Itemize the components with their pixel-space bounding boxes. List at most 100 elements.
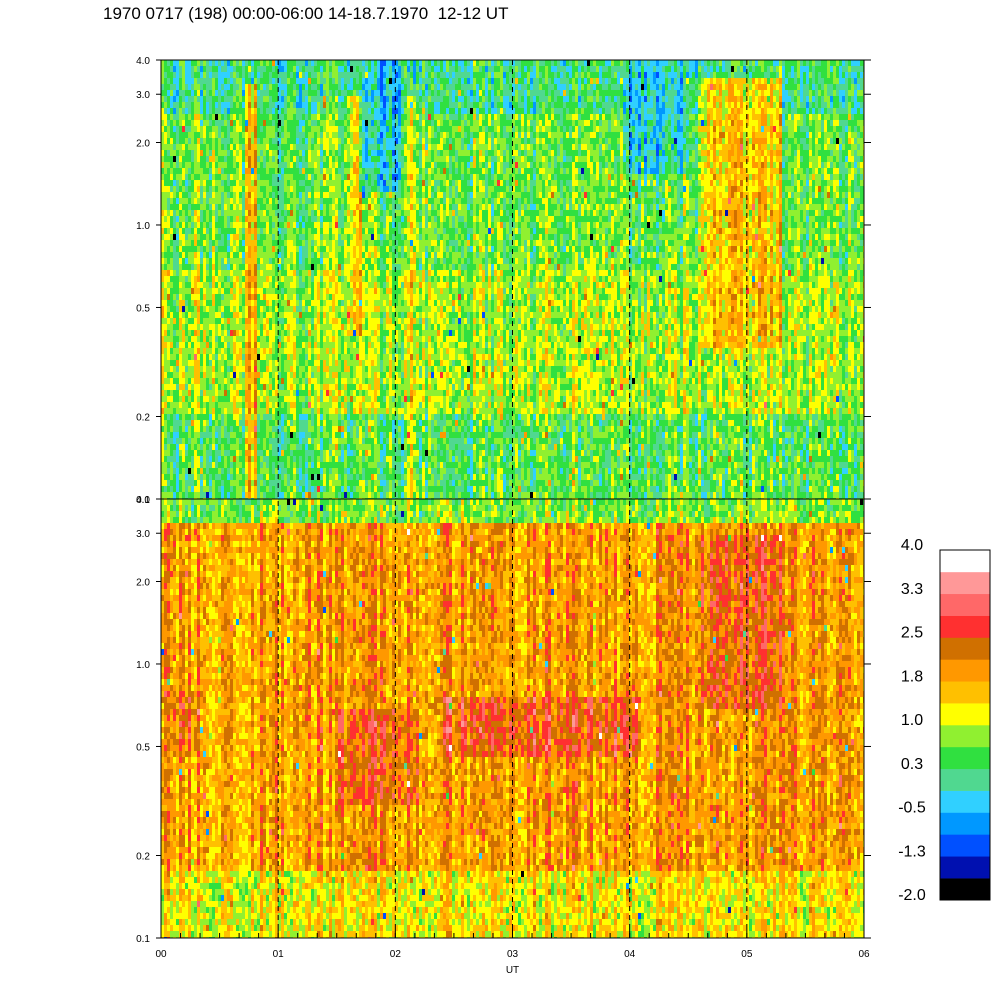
heatmap-cell (206, 114, 209, 120)
heatmap-cell (329, 300, 332, 306)
heatmap-cell (173, 492, 176, 498)
heatmap-cell (233, 300, 236, 306)
heatmap-cell (326, 312, 329, 318)
heatmap-cell (338, 312, 341, 318)
heatmap-cell (296, 180, 299, 186)
heatmap-cell (281, 96, 284, 102)
heatmap-cell (206, 246, 209, 252)
heatmap-cell (338, 486, 341, 492)
heatmap-cell (179, 318, 182, 324)
heatmap-cell (353, 174, 356, 180)
heatmap-cell (170, 396, 173, 402)
heatmap-cell (179, 348, 182, 354)
heatmap-cell (239, 402, 242, 408)
heatmap-cell (308, 96, 311, 102)
heatmap-cell (320, 78, 323, 84)
heatmap-cell (338, 96, 341, 102)
heatmap-cell (308, 396, 311, 402)
heatmap-cell (293, 390, 296, 396)
heatmap-cell (293, 264, 296, 270)
heatmap-cell (176, 228, 179, 234)
heatmap-cell (311, 306, 314, 312)
heatmap-cell (203, 264, 206, 270)
heatmap-cell (257, 456, 260, 462)
heatmap-cell (161, 252, 164, 258)
heatmap-cell (245, 402, 248, 408)
heatmap-cell (218, 312, 221, 318)
heatmap-cell (344, 294, 347, 300)
heatmap-cell (287, 276, 290, 282)
heatmap-cell (173, 168, 176, 174)
heatmap-cell (197, 372, 200, 378)
heatmap-cell (320, 312, 323, 318)
heatmap-cell (278, 282, 281, 288)
heatmap-cell (230, 126, 233, 132)
heatmap-cell (191, 432, 194, 438)
heatmap-cell (251, 348, 254, 354)
heatmap-cell (356, 138, 359, 144)
heatmap-cell (257, 246, 260, 252)
heatmap-cell (326, 468, 329, 474)
heatmap-cell (260, 174, 263, 180)
heatmap-cell (263, 186, 266, 192)
heatmap-cell (260, 456, 263, 462)
heatmap-cell (359, 198, 362, 204)
heatmap-cell (281, 396, 284, 402)
heatmap-cell (209, 468, 212, 474)
heatmap-cell (206, 240, 209, 246)
heatmap-cell (362, 198, 365, 204)
heatmap-cell (263, 216, 266, 222)
heatmap-cell (167, 108, 170, 114)
heatmap-cell (251, 396, 254, 402)
heatmap-cell (260, 444, 263, 450)
chart-title: 1970 0717 (198) 00:00-06:00 14-18.7.1970… (103, 4, 508, 24)
heatmap-cell (296, 450, 299, 456)
heatmap-cell (311, 126, 314, 132)
heatmap-cell (248, 294, 251, 300)
heatmap-cell (170, 294, 173, 300)
heatmap-cell (287, 486, 290, 492)
heatmap-cell (281, 276, 284, 282)
heatmap-cell (302, 402, 305, 408)
heatmap-cell (185, 150, 188, 156)
heatmap-cell (290, 318, 293, 324)
heatmap-cell (287, 396, 290, 402)
heatmap-cell (221, 450, 224, 456)
heatmap-cell (221, 240, 224, 246)
heatmap-cell (173, 438, 176, 444)
heatmap-cell (215, 222, 218, 228)
heatmap-cell (296, 102, 299, 108)
heatmap-cell (173, 270, 176, 276)
heatmap-cell (314, 174, 317, 180)
heatmap-cell (179, 144, 182, 150)
heatmap-cell (356, 216, 359, 222)
heatmap-cell (206, 456, 209, 462)
heatmap-cell (173, 396, 176, 402)
heatmap-cell (161, 348, 164, 354)
heatmap-cell (290, 480, 293, 486)
heatmap-cell (350, 168, 353, 174)
heatmap-cell (164, 270, 167, 276)
heatmap-cell (233, 246, 236, 252)
heatmap-cell (260, 420, 263, 426)
heatmap-cell (203, 390, 206, 396)
heatmap-cell (359, 318, 362, 324)
heatmap-cell (239, 216, 242, 222)
heatmap-cell (167, 378, 170, 384)
heatmap-cell (341, 216, 344, 222)
heatmap-cell (332, 282, 335, 288)
heatmap-cell (347, 426, 350, 432)
heatmap-cell (293, 444, 296, 450)
heatmap-cell (215, 84, 218, 90)
heatmap-cell (326, 162, 329, 168)
heatmap-cell (251, 468, 254, 474)
heatmap-cell (311, 348, 314, 354)
heatmap-cell (275, 180, 278, 186)
heatmap-cell (296, 318, 299, 324)
heatmap-cell (173, 60, 176, 66)
heatmap-cell (191, 126, 194, 132)
heatmap-cell (209, 252, 212, 258)
heatmap-cell (356, 372, 359, 378)
heatmap-cell (167, 258, 170, 264)
heatmap-cell (248, 306, 251, 312)
